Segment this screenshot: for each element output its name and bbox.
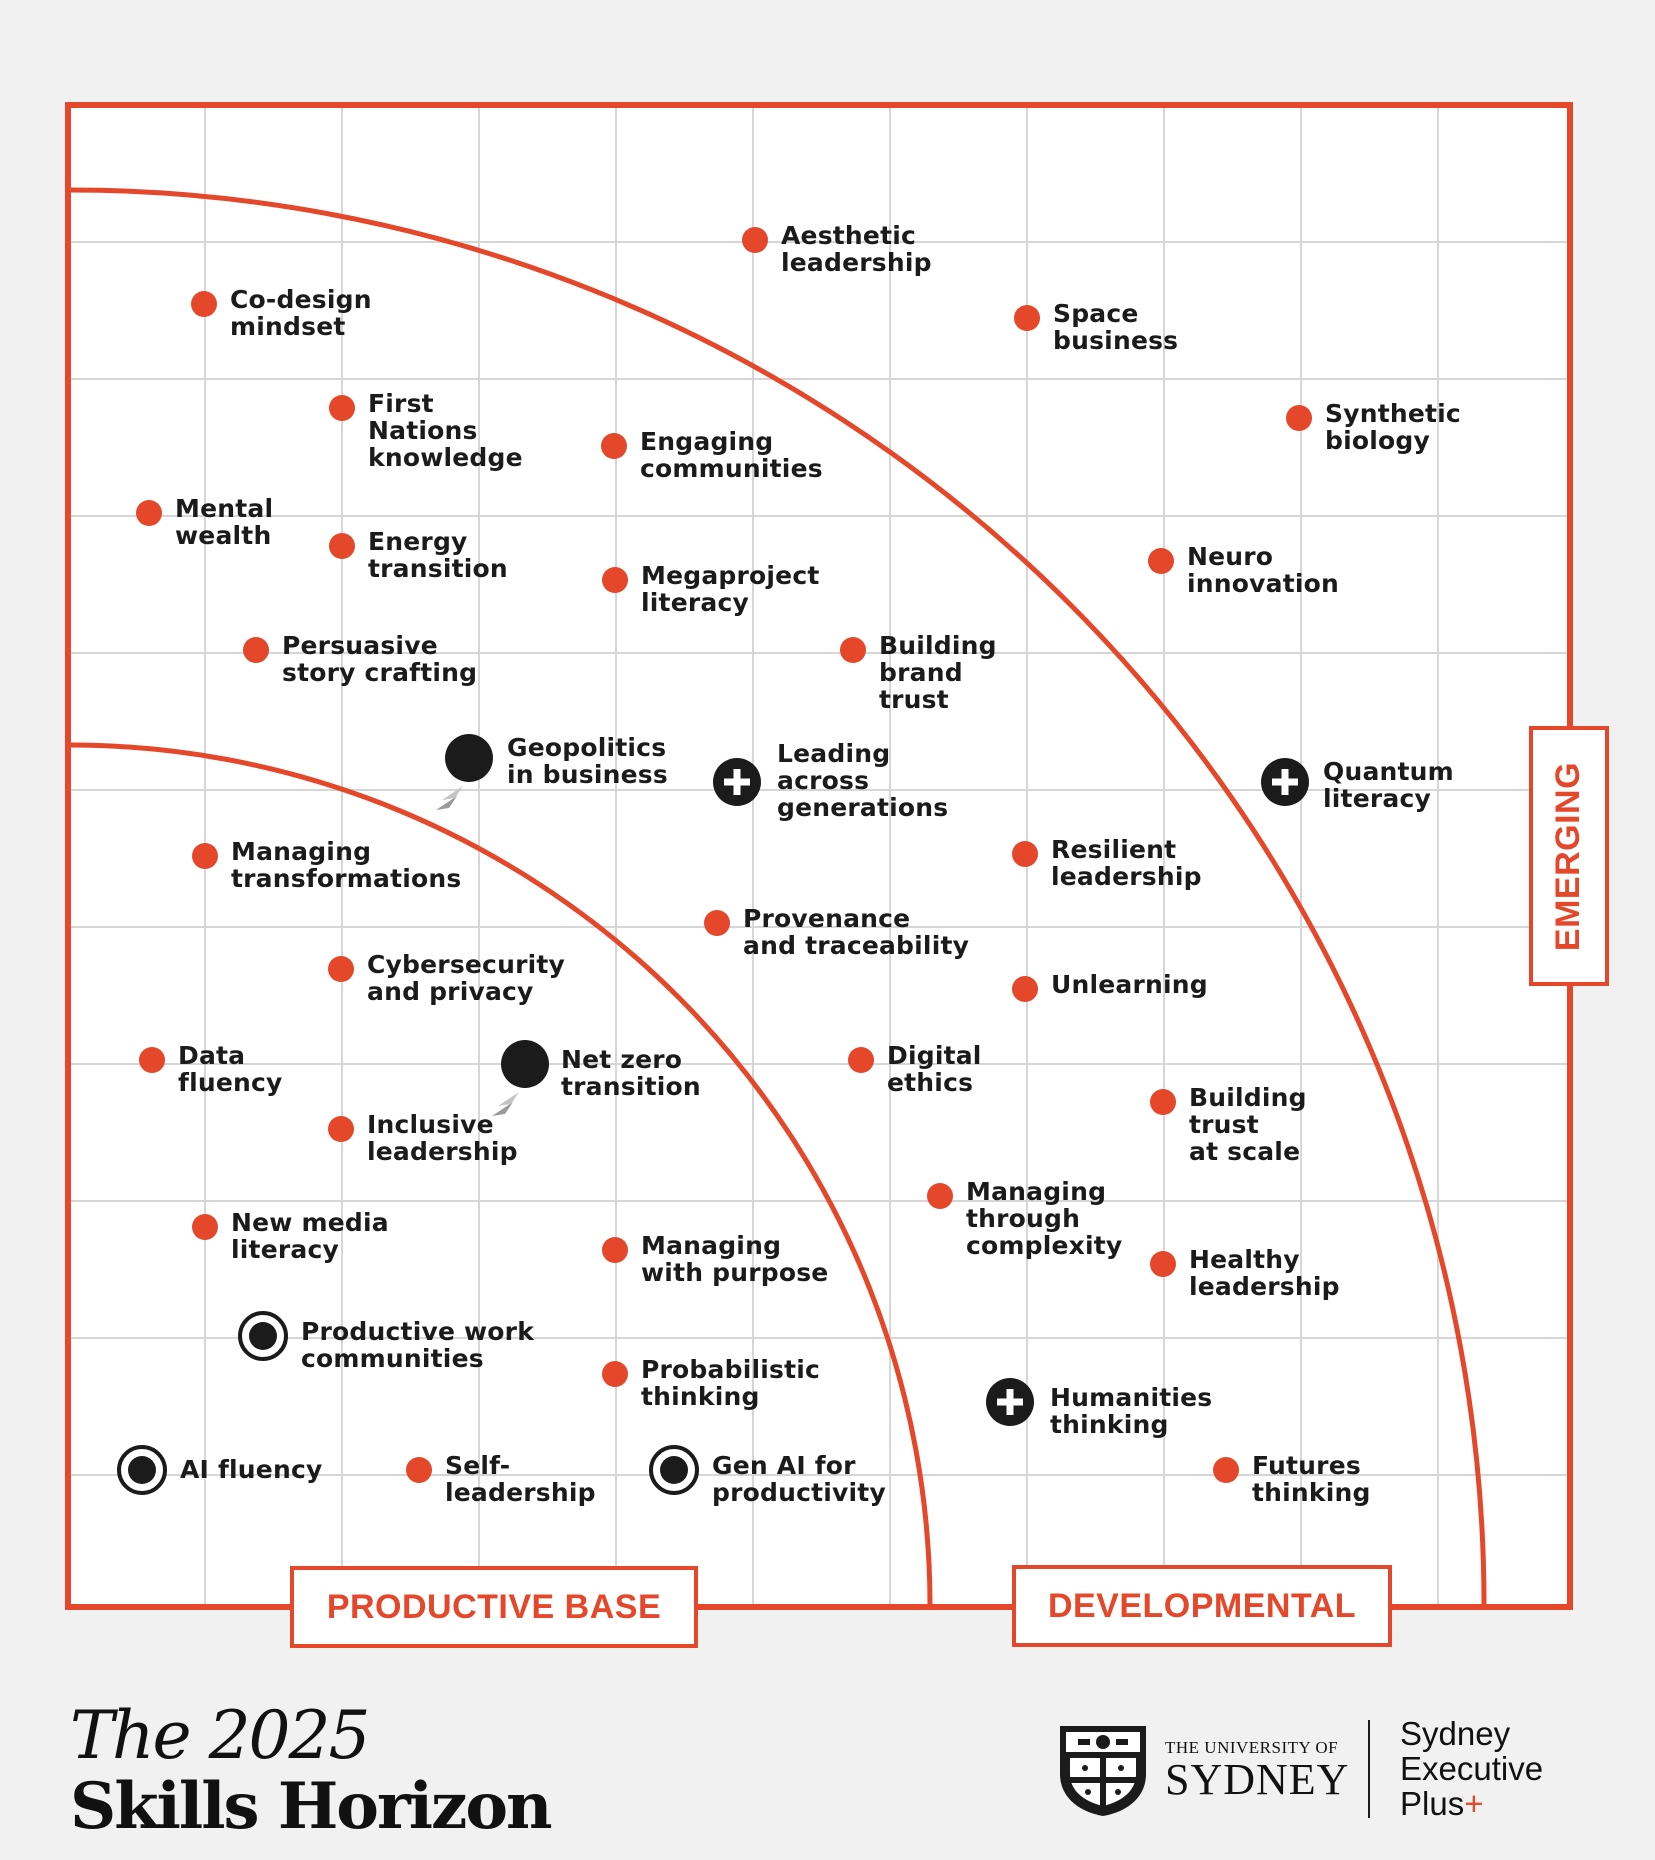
- program-plus-mark: +: [1464, 1785, 1484, 1822]
- humanities-thinking-label: Humanities thinking: [1050, 1383, 1213, 1439]
- quantum-literacy-label: Quantum literacy: [1323, 757, 1454, 813]
- inclusive-leadership-label: Inclusive leadership: [367, 1110, 518, 1166]
- gen-ai-for-productivity-label: Gen AI for productivity: [712, 1451, 886, 1507]
- resilient-leadership-label: Resilient leadership: [1051, 835, 1202, 891]
- healthy-leadership-marker: [1150, 1251, 1176, 1277]
- data-fluency-label: Data fluency: [178, 1041, 283, 1097]
- synthetic-biology-label: Synthetic biology: [1325, 399, 1461, 455]
- building-brand-trust-marker: [840, 637, 866, 663]
- university-wordmark: THE UNIVERSITY OF SYDNEY: [1165, 1738, 1349, 1802]
- first-nations-knowledge-label: First Nations knowledge: [368, 389, 523, 472]
- managing-with-purpose-label: Managing with purpose: [641, 1231, 829, 1287]
- probabilistic-thinking-marker: [602, 1361, 628, 1387]
- program-line-3: Plus: [1400, 1785, 1465, 1822]
- inclusive-leadership-marker: [328, 1116, 354, 1142]
- persuasive-story-crafting-label: Persuasive story crafting: [282, 631, 478, 687]
- net-zero-transition-marker: [492, 1040, 549, 1116]
- neuro-innovation-marker: [1148, 548, 1174, 574]
- cybersecurity-and-privacy-label: Cybersecurity and privacy: [367, 950, 566, 1006]
- space-business-label: Space business: [1053, 299, 1179, 355]
- provenance-and-traceability-marker: [704, 910, 730, 936]
- building-brand-trust-label: Building brand trust: [879, 631, 997, 714]
- probabilistic-thinking-label: Probabilistic thinking: [641, 1355, 821, 1411]
- program-line-3-row: Plus+: [1400, 1786, 1543, 1821]
- digital-ethics-marker: [848, 1047, 874, 1073]
- program-wordmark: Sydney Executive Plus+: [1400, 1716, 1543, 1821]
- energy-transition-label: Energy transition: [368, 527, 508, 583]
- cybersecurity-and-privacy-marker: [328, 956, 354, 982]
- futures-thinking-marker: [1213, 1457, 1239, 1483]
- gen-ai-for-productivity-marker: [649, 1445, 699, 1495]
- energy-transition-marker: [329, 533, 355, 559]
- productive-work-communities-marker: [238, 1311, 288, 1361]
- title-line-2: Skills Horizon: [70, 1769, 553, 1844]
- building-trust-at-scale-marker: [1150, 1089, 1176, 1115]
- program-line-2: Executive: [1400, 1750, 1544, 1787]
- new-media-literacy-marker: [192, 1214, 218, 1240]
- plot-area: [68, 105, 1570, 1607]
- building-trust-at-scale-label: Building trust at scale: [1189, 1083, 1307, 1166]
- zone-tab-developmental: DEVELOPMENTAL: [1012, 1565, 1392, 1647]
- title-line-1: The 2025: [70, 1697, 371, 1774]
- managing-through-complexity-marker: [927, 1183, 953, 1209]
- zone-tab-productive-base: PRODUCTIVE BASE: [290, 1566, 698, 1648]
- provenance-and-traceability-label: Provenance and traceability: [743, 904, 970, 960]
- brand-divider: [1368, 1720, 1370, 1818]
- page-title: The 2025 Skills Horizon: [70, 1697, 553, 1844]
- managing-transformations-marker: [192, 843, 218, 869]
- ai-fluency-marker: [117, 1445, 167, 1495]
- grid-lines: [68, 105, 1570, 1607]
- unlearning-label: Unlearning: [1051, 970, 1208, 999]
- megaproject-literacy-label: Megaproject literacy: [641, 561, 820, 617]
- neuro-innovation-label: Neuro innovation: [1187, 542, 1339, 598]
- university-line-1: THE UNIVERSITY OF: [1165, 1738, 1339, 1757]
- zone-developmental-label: DEVELOPMENTAL: [1047, 1586, 1357, 1625]
- first-nations-knowledge-marker: [329, 395, 355, 421]
- new-media-literacy-label: New media literacy: [231, 1208, 389, 1264]
- skill-markers: [117, 227, 1312, 1495]
- co-design-mindset-label: Co-design mindset: [230, 285, 372, 341]
- quantum-literacy-marker: [1261, 758, 1309, 806]
- zone-productive-base-label: PRODUCTIVE BASE: [326, 1587, 662, 1626]
- resilient-leadership-marker: [1012, 841, 1038, 867]
- space-business-marker: [1014, 305, 1040, 331]
- futures-thinking-label: Futures thinking: [1252, 1451, 1371, 1507]
- university-line-2: SYDNEY: [1165, 1755, 1350, 1804]
- engaging-communities-label: Engaging communities: [640, 427, 823, 483]
- data-fluency-marker: [139, 1047, 165, 1073]
- leading-across-generations-label: Leading across generations: [777, 739, 949, 822]
- co-design-mindset-marker: [191, 291, 217, 317]
- humanities-thinking-marker: [986, 1378, 1034, 1426]
- persuasive-story-crafting-marker: [243, 637, 269, 663]
- geopolitics-in-business-label: Geopolitics in business: [507, 733, 668, 789]
- aesthetic-leadership-label: Aesthetic leadership: [781, 221, 932, 277]
- managing-through-complexity-label: Managing through complexity: [966, 1177, 1123, 1260]
- developmental-boundary-arc: [69, 742, 933, 1606]
- megaproject-literacy-marker: [602, 567, 628, 593]
- unlearning-marker: [1012, 976, 1038, 1002]
- mental-wealth-label: Mental wealth: [175, 494, 274, 550]
- program-line-1: Sydney: [1400, 1715, 1511, 1752]
- leading-across-generations-marker: [713, 758, 761, 806]
- ai-fluency-label: AI fluency: [180, 1455, 323, 1484]
- engaging-communities-marker: [601, 433, 627, 459]
- self-leadership-marker: [406, 1457, 432, 1483]
- aesthetic-leadership-marker: [742, 227, 768, 253]
- productive-work-communities-label: Productive work communities: [301, 1317, 535, 1373]
- synthetic-biology-marker: [1286, 405, 1312, 431]
- healthy-leadership-label: Healthy leadership: [1189, 1245, 1340, 1301]
- digital-ethics-label: Digital ethics: [887, 1041, 982, 1097]
- university-crest-icon: [1060, 1726, 1146, 1816]
- zone-tab-emerging: EMERGING: [1529, 726, 1609, 986]
- mental-wealth-marker: [136, 500, 162, 526]
- managing-with-purpose-marker: [602, 1237, 628, 1263]
- geopolitics-in-business-marker: [436, 734, 493, 810]
- managing-transformations-label: Managing transformations: [231, 837, 462, 893]
- self-leadership-label: Self- leadership: [445, 1451, 596, 1507]
- emerging-boundary-arc: [69, 187, 1487, 1606]
- net-zero-transition-label: Net zero transition: [561, 1045, 701, 1101]
- zone-emerging-label: EMERGING: [1549, 761, 1588, 951]
